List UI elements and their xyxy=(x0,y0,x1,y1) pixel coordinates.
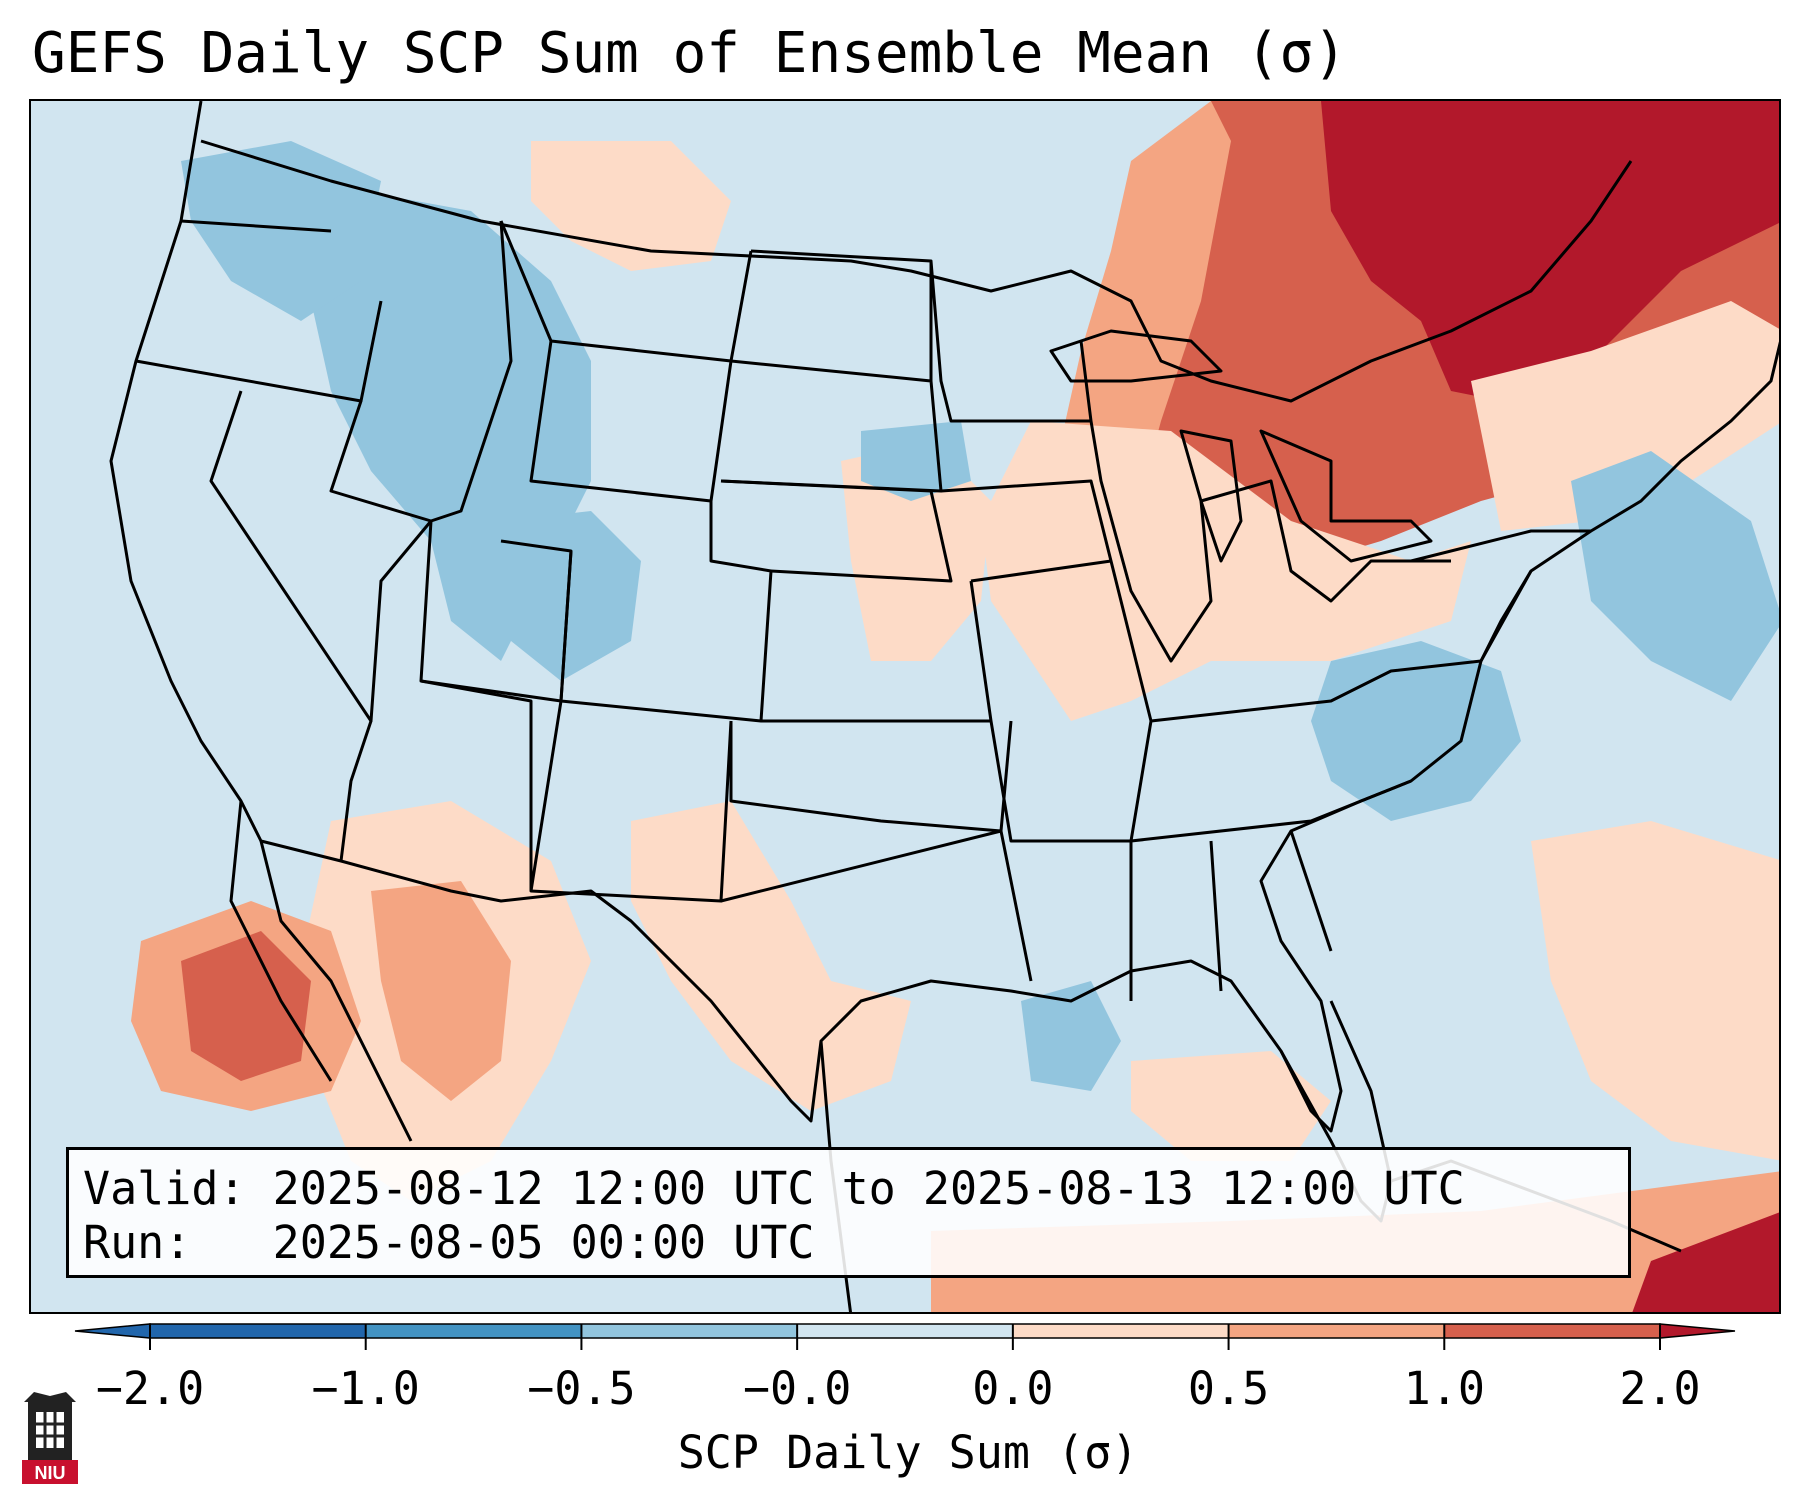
valid-time-box: Valid: 2025-08-12 12:00 UTC to 2025-08-1… xyxy=(66,1147,1631,1278)
baja-peninsula xyxy=(229,800,333,1082)
colorbar-tick-label: −0.5 xyxy=(527,1362,636,1415)
anomaly-southern-plains xyxy=(631,801,911,1111)
southeast-states xyxy=(1129,830,1333,1001)
colorbar-extend-low xyxy=(74,1323,151,1339)
anomaly-atlantic-south xyxy=(1531,821,1779,1161)
valid-line: Valid: 2025-08-12 12:00 UTC to 2025-08-1… xyxy=(83,1162,1465,1215)
oklahoma-border xyxy=(729,720,1013,833)
map-canvas xyxy=(109,101,1779,1312)
anomaly-northeast-halo xyxy=(1061,101,1231,531)
idaho-wyoming xyxy=(329,220,513,523)
anomaly-caribbean-strong xyxy=(1632,1212,1779,1312)
colorbar-tick-label: 0.5 xyxy=(1187,1362,1270,1415)
colorbar-tick-label: 2.0 xyxy=(1619,1362,1701,1415)
minnesota-iowa xyxy=(929,260,1113,583)
colorbar-tick-label: −1.0 xyxy=(311,1362,420,1415)
colorbar-segment xyxy=(1444,1324,1660,1338)
colorbar-tick-label: −2.0 xyxy=(95,1362,205,1415)
great-lakes-states xyxy=(1200,479,1451,603)
anomaly-atlantic-north xyxy=(1571,451,1779,701)
colorbar-segment xyxy=(150,1324,366,1338)
university-tower-icon xyxy=(22,1392,78,1484)
wyoming-border xyxy=(529,340,733,503)
colorbar-segment xyxy=(365,1324,582,1338)
colorbar-outline xyxy=(149,1323,1661,1339)
lake-superior xyxy=(1049,329,1223,383)
colorbar-tick-label: 0.0 xyxy=(972,1362,1054,1415)
lake-michigan xyxy=(1179,429,1243,563)
colorbar-segment xyxy=(581,1324,798,1338)
canada-border xyxy=(200,139,1633,403)
anomaly-southwest-mid xyxy=(371,881,511,1101)
montana-border xyxy=(499,220,753,363)
colorbar-tick-label: 1.0 xyxy=(1403,1362,1485,1415)
colorbar-segment xyxy=(1228,1324,1445,1338)
colorbar-label: SCP Daily Sum (σ) xyxy=(677,1426,1139,1479)
illinois-wisconsin xyxy=(1089,420,1213,663)
northeast-states xyxy=(1410,529,1591,662)
new-mexico-border xyxy=(529,700,733,903)
niu-logo: NIU xyxy=(22,1392,78,1484)
arizona-border xyxy=(339,679,533,891)
colorado-border xyxy=(559,501,773,723)
colorbar-segments xyxy=(74,1323,1736,1339)
colorbar-tick-label: −0.0 xyxy=(742,1362,852,1415)
washington-border xyxy=(180,219,332,233)
anomaly-ohio-valley xyxy=(981,421,1471,721)
anomaly-south-dakota xyxy=(861,421,971,501)
tennessee-kentucky xyxy=(1130,659,1482,843)
logo-text: NIU xyxy=(35,1463,66,1483)
anomaly-midwest xyxy=(841,441,991,661)
texas-border xyxy=(720,829,1033,982)
anomaly-baja-strong xyxy=(181,931,311,1081)
anomaly-colorado xyxy=(501,511,641,681)
colorbar-extend-high xyxy=(1659,1323,1736,1339)
colorbar-segment xyxy=(1012,1324,1229,1338)
chart-title: GEFS Daily SCP Sum of Ensemble Mean (σ) xyxy=(32,21,1347,86)
map-panel xyxy=(29,99,1781,1314)
anomaly-gulf xyxy=(1021,981,1121,1091)
anomaly-gulf-east xyxy=(1131,1051,1331,1161)
anomaly-northern-plains xyxy=(531,141,731,271)
colorbar-ticks xyxy=(149,1324,1661,1350)
anomaly-pacific-northwest xyxy=(181,141,381,321)
anomaly-atlantic-ne xyxy=(1471,301,1779,531)
lake-huron-erie xyxy=(1259,429,1433,563)
run-line: Run: 2025-08-05 00:00 UTC xyxy=(83,1216,815,1269)
colorbar-segment xyxy=(797,1324,1013,1338)
anomaly-quebec-extreme xyxy=(1321,101,1779,401)
